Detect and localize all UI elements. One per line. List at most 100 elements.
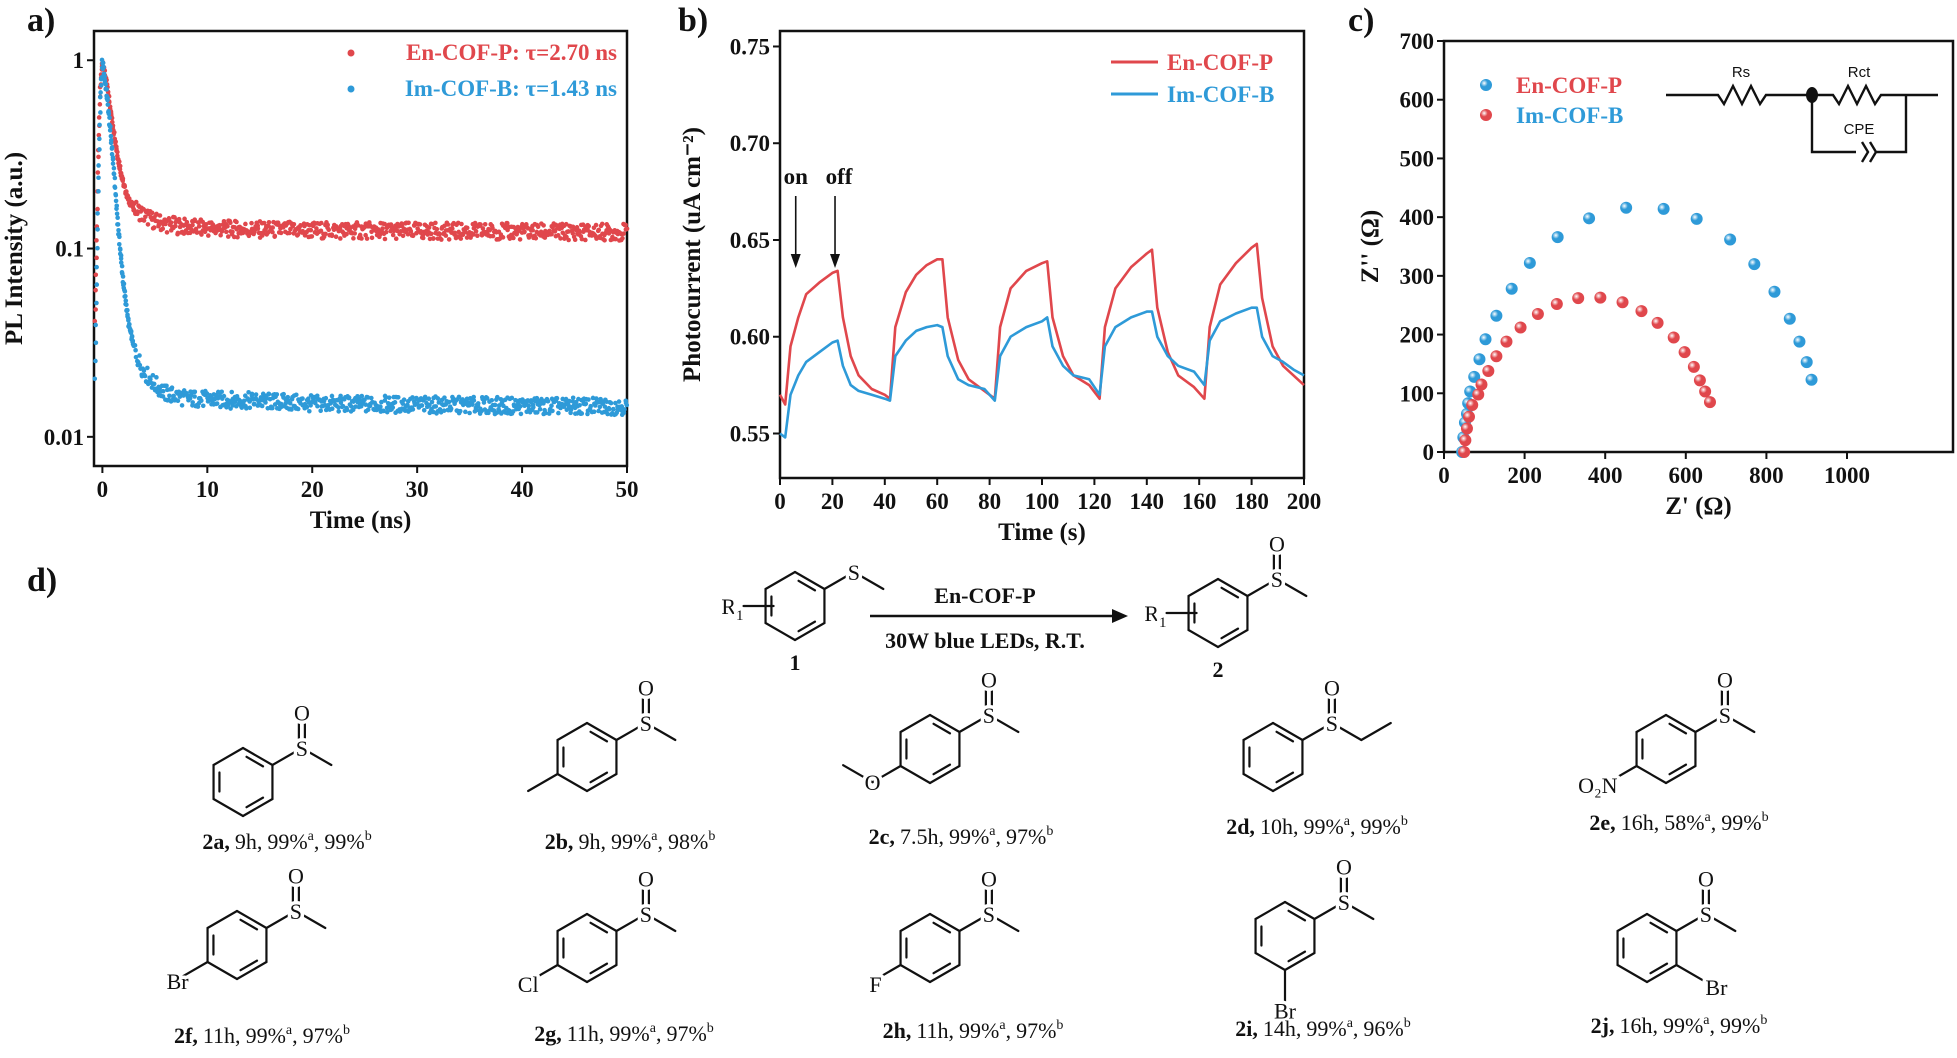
data-point [151,225,157,230]
y-tick-label: 0.01 [44,425,84,450]
ring-bond [1187,628,1220,649]
data-point [570,395,576,401]
data-point [133,199,139,205]
data-point [99,83,104,88]
data-point [522,229,527,235]
arrow-head-icon [830,254,841,268]
aromatic-bond [1649,921,1669,934]
data-point [323,395,329,401]
data-point [260,391,266,397]
data-point [117,247,123,252]
ring-bond [556,772,589,793]
data-point [108,133,114,139]
data-point [295,232,301,237]
data-point [298,223,303,228]
data-point [599,221,605,227]
reaction-time: 16h, [1619,1013,1658,1038]
legend-label: En-COF-P: τ=2.70 ns [406,40,617,65]
ring-bond [1242,772,1275,793]
compound-2a: OS [212,697,333,818]
data-point [137,353,142,358]
compound-2d: OS [1242,672,1392,793]
s-methyl-bond [1704,912,1737,933]
compound-2i: OS Br [1254,851,1375,1027]
panel-label-c: c) [1348,2,1375,39]
reaction-time: 14h, [1263,1016,1302,1041]
data-point [1793,335,1806,348]
s-methyl-bond [644,912,677,933]
data-point [96,115,102,120]
data-point [526,403,532,409]
ring-bond [899,764,932,785]
data-point [244,406,249,411]
data-point [507,236,513,241]
data-point [543,410,548,416]
data-point [98,110,103,115]
data-point [577,403,582,408]
data-point [94,255,99,261]
data-point [194,230,200,235]
yield-a: 99% [1306,1016,1346,1041]
data-point [401,397,407,403]
data-point [400,401,406,406]
y-tick-label: 0.1 [55,237,84,262]
data-point [405,231,411,237]
data-point [120,274,126,279]
data-point [117,234,122,240]
data-point [106,111,112,117]
data-point [380,226,385,231]
compound-id: 2c, [869,824,895,849]
data-point [586,397,591,402]
data-point [125,307,130,313]
ring-bond [899,963,932,984]
s-methyl-bond [1723,713,1756,734]
y-tick-label: 0.55 [730,421,770,446]
data-point [93,322,98,328]
ring-bond [241,746,274,767]
data-point [410,395,415,400]
data-point [406,220,411,226]
data-point [187,396,193,401]
cpe-label: CPE [1844,121,1875,138]
data-point [545,398,551,404]
data-point [1783,312,1796,325]
data-point [344,407,350,413]
data-point [622,407,627,412]
compound-id: 2d, [1226,814,1255,839]
data-point [110,157,116,162]
data-point [1473,353,1486,366]
ring-bond [235,960,268,981]
data-point [190,222,195,228]
data-point [123,293,128,299]
reaction-time: 16h, [1621,810,1660,835]
data-point [365,407,371,413]
data-point [1724,233,1737,246]
data-point [190,400,195,405]
data-point [558,236,563,241]
data-point [519,221,525,227]
data-point [423,396,428,401]
data-point [528,232,533,238]
data-point [577,230,582,235]
aromatic-bond [932,921,952,934]
data-point [289,407,294,412]
c-s-bond [1313,900,1345,921]
data-point [338,236,343,241]
comma: , [1353,1016,1359,1041]
x-tick-label: 60 [926,489,949,514]
c-s-bond [1301,721,1333,742]
yield-a: 99% [959,1018,999,1043]
data-point [593,222,599,228]
data-point [97,147,102,152]
data-point [130,338,136,344]
x-tick-label: 600 [1669,463,1704,488]
data-point [572,237,578,243]
c-s-bond [958,713,990,734]
data-point [329,393,335,399]
data-point [531,404,536,410]
data-point [93,287,98,293]
ring-bond [1254,951,1287,972]
data-point [105,102,111,107]
data-point [410,407,416,412]
data-point [378,404,383,410]
